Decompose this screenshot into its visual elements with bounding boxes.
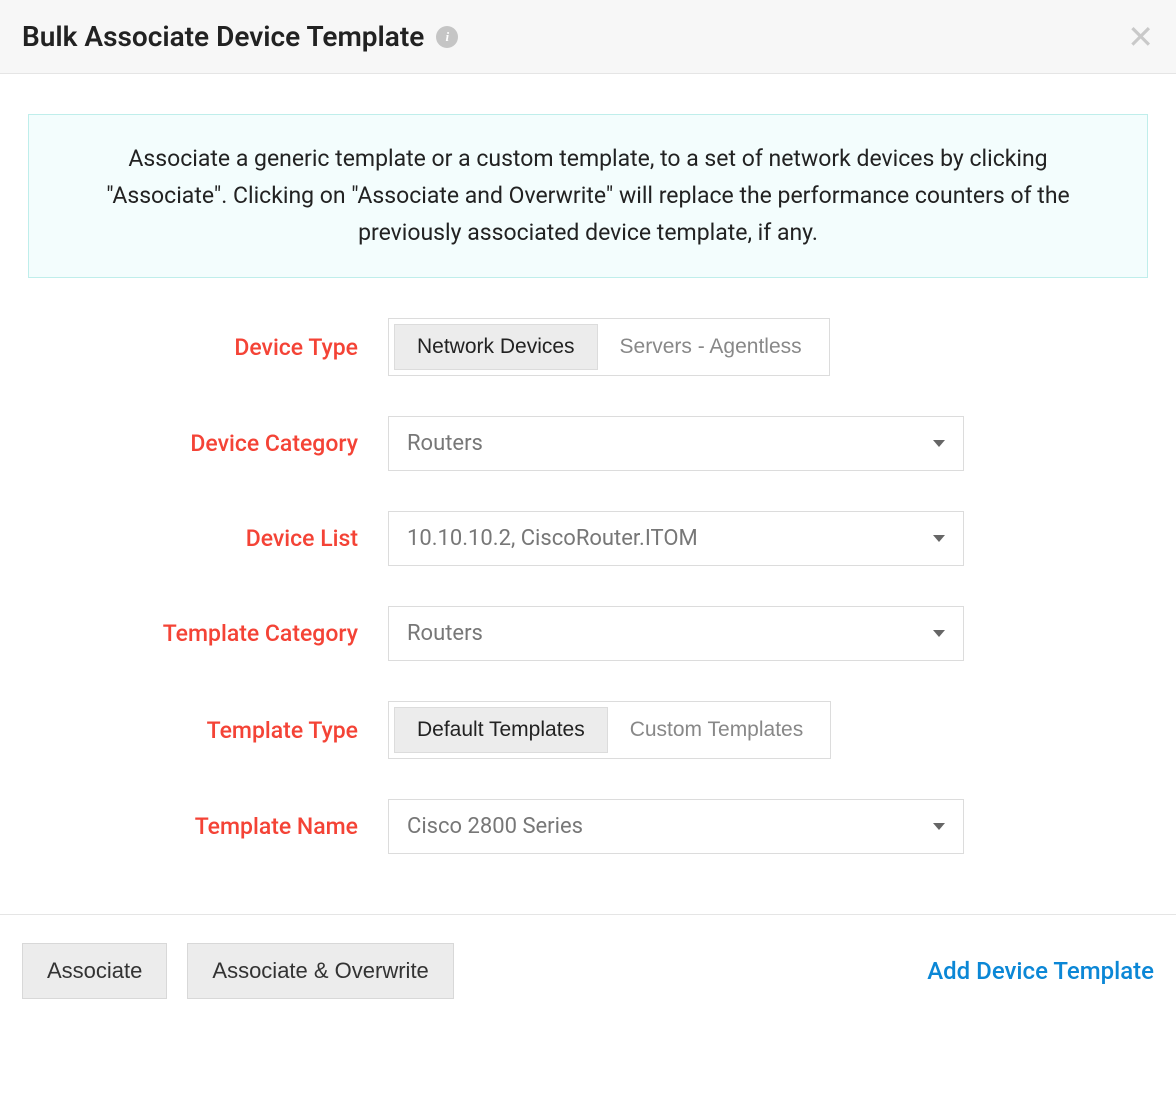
row-device-list: Device List 10.10.10.2, CiscoRouter.ITOM xyxy=(28,511,1148,566)
label-device-category: Device Category xyxy=(28,430,388,457)
footer-buttons: Associate Associate & Overwrite xyxy=(22,943,454,999)
chevron-down-icon xyxy=(933,535,945,542)
device-list-dropdown[interactable]: 10.10.10.2, CiscoRouter.ITOM xyxy=(388,511,964,566)
dialog-title-wrap: Bulk Associate Device Template i xyxy=(22,20,458,53)
dialog-header: Bulk Associate Device Template i ✕ xyxy=(0,0,1176,74)
label-template-category: Template Category xyxy=(28,620,388,647)
device-category-dropdown[interactable]: Routers xyxy=(388,416,964,471)
dialog-body: Associate a generic template or a custom… xyxy=(0,74,1176,914)
row-device-type: Device Type Network Devices Servers - Ag… xyxy=(28,318,1148,376)
add-device-template-link[interactable]: Add Device Template xyxy=(927,957,1154,985)
template-type-default[interactable]: Default Templates xyxy=(394,707,608,753)
close-icon[interactable]: ✕ xyxy=(1127,21,1154,53)
info-icon[interactable]: i xyxy=(436,26,458,48)
chevron-down-icon xyxy=(933,440,945,447)
row-device-category: Device Category Routers xyxy=(28,416,1148,471)
template-name-value: Cisco 2800 Series xyxy=(407,814,583,839)
device-type-network-devices[interactable]: Network Devices xyxy=(394,324,598,370)
info-message: Associate a generic template or a custom… xyxy=(28,114,1148,278)
template-type-custom[interactable]: Custom Templates xyxy=(608,707,826,753)
chevron-down-icon xyxy=(933,630,945,637)
template-category-value: Routers xyxy=(407,621,483,646)
row-template-name: Template Name Cisco 2800 Series xyxy=(28,799,1148,854)
dialog-footer: Associate Associate & Overwrite Add Devi… xyxy=(0,914,1176,1019)
associate-overwrite-button[interactable]: Associate & Overwrite xyxy=(187,943,453,999)
device-type-servers-agentless[interactable]: Servers - Agentless xyxy=(598,324,824,370)
label-device-type: Device Type xyxy=(28,334,388,361)
device-list-value: 10.10.10.2, CiscoRouter.ITOM xyxy=(407,526,698,551)
row-template-type: Template Type Default Templates Custom T… xyxy=(28,701,1148,759)
label-template-name: Template Name xyxy=(28,813,388,840)
chevron-down-icon xyxy=(933,823,945,830)
device-type-toggle: Network Devices Servers - Agentless xyxy=(388,318,830,376)
label-template-type: Template Type xyxy=(28,717,388,744)
device-category-value: Routers xyxy=(407,431,483,456)
associate-button[interactable]: Associate xyxy=(22,943,167,999)
template-name-dropdown[interactable]: Cisco 2800 Series xyxy=(388,799,964,854)
template-category-dropdown[interactable]: Routers xyxy=(388,606,964,661)
label-device-list: Device List xyxy=(28,525,388,552)
template-type-toggle: Default Templates Custom Templates xyxy=(388,701,831,759)
row-template-category: Template Category Routers xyxy=(28,606,1148,661)
dialog-title: Bulk Associate Device Template xyxy=(22,20,424,53)
